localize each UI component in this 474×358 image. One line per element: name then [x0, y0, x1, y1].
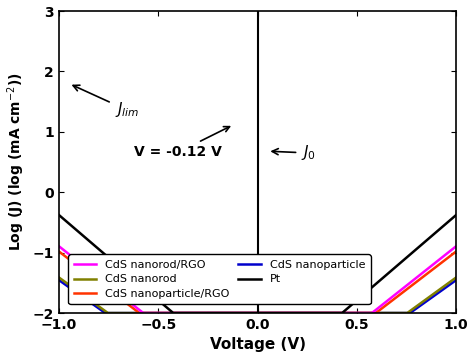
CdS nanoparticle	[453, 278, 459, 282]
CdS nanorod/RGO	[209, 311, 214, 315]
CdS nanorod/RGO	[403, 284, 409, 289]
Legend: CdS nanorod/RGO, CdS nanorod, CdS nanoparticle/RGO, CdS nanoparticle, Pt: CdS nanorod/RGO, CdS nanorod, CdS nanopa…	[68, 255, 371, 304]
CdS nanorod	[446, 281, 451, 285]
CdS nanorod	[101, 308, 107, 313]
CdS nanorod	[226, 311, 231, 315]
CdS nanorod/RGO	[125, 299, 131, 303]
CdS nanoparticle/RGO	[226, 311, 231, 315]
CdS nanorod/RGO	[101, 280, 107, 284]
Text: $J_{lim}$: $J_{lim}$	[73, 85, 139, 120]
CdS nanorod	[403, 311, 409, 315]
CdS nanorod	[105, 311, 111, 315]
Pt	[446, 219, 451, 224]
CdS nanoparticle/RGO	[453, 249, 459, 253]
CdS nanoparticle/RGO	[137, 311, 142, 315]
Pt	[125, 272, 131, 276]
Line: Pt: Pt	[59, 215, 456, 313]
Pt	[453, 213, 459, 217]
CdS nanoparticle/RGO	[56, 249, 62, 253]
Pt	[226, 311, 231, 315]
Pt	[101, 252, 107, 256]
CdS nanoparticle	[446, 284, 451, 288]
CdS nanoparticle	[226, 311, 231, 315]
CdS nanoparticle	[125, 311, 131, 315]
Line: CdS nanorod/RGO: CdS nanorod/RGO	[59, 246, 456, 313]
Line: CdS nanoparticle: CdS nanoparticle	[59, 280, 456, 313]
Pt	[56, 213, 62, 217]
Y-axis label: Log (J) (log (mA cm$^{-2}$)): Log (J) (log (mA cm$^{-2}$))	[6, 73, 27, 251]
CdS nanorod/RGO	[446, 250, 451, 255]
CdS nanoparticle/RGO	[101, 284, 107, 288]
X-axis label: Voltage (V): Voltage (V)	[210, 338, 306, 352]
CdS nanoparticle	[101, 310, 107, 315]
Text: V = -0.12 V: V = -0.12 V	[135, 127, 229, 159]
Pt	[403, 256, 409, 261]
Line: CdS nanoparticle/RGO: CdS nanoparticle/RGO	[59, 251, 456, 313]
CdS nanorod	[209, 311, 214, 315]
CdS nanoparticle/RGO	[209, 311, 214, 315]
CdS nanorod	[56, 275, 62, 280]
Line: CdS nanorod: CdS nanorod	[59, 277, 456, 313]
CdS nanoparticle/RGO	[125, 302, 131, 306]
Text: $J_0$: $J_0$	[272, 144, 316, 163]
CdS nanorod/RGO	[453, 244, 459, 248]
Pt	[209, 311, 214, 315]
CdS nanoparticle/RGO	[446, 255, 451, 260]
CdS nanoparticle/RGO	[403, 288, 409, 292]
CdS nanoparticle	[403, 311, 409, 315]
CdS nanorod	[453, 275, 459, 280]
CdS nanoparticle	[102, 311, 108, 315]
CdS nanorod/RGO	[226, 311, 231, 315]
CdS nanorod	[125, 311, 131, 315]
CdS nanorod/RGO	[56, 244, 62, 248]
Pt	[170, 311, 176, 315]
CdS nanoparticle	[56, 278, 62, 282]
CdS nanoparticle	[209, 311, 214, 315]
CdS nanorod/RGO	[140, 311, 146, 315]
